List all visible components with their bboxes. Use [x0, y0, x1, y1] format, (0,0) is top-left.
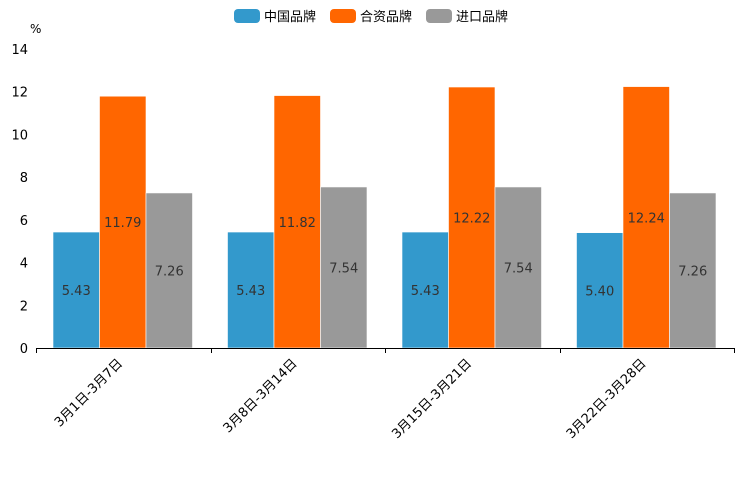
x-tick-label: 3月8日-3月14日	[221, 356, 301, 436]
x-tick-label: 3月1日-3月7日	[52, 356, 126, 430]
bar-3-4[interactable]	[669, 192, 717, 349]
y-tick-label: 10	[11, 128, 28, 143]
bar-1-4[interactable]	[576, 232, 624, 349]
x-axis: 3月1日-3月7日 3月8日-3月14日 3月15日-3月21日 3月22日-3月28…	[36, 348, 735, 442]
y-tick-label: 6	[20, 214, 28, 229]
legend-label: 合资品牌	[360, 9, 412, 25]
data-label: 7.26	[678, 264, 707, 279]
bar-group: 5.43 11.79 7.26	[52, 95, 193, 349]
x-tick-label: 3月15日-3月21日	[389, 356, 475, 442]
bar-1-1[interactable]	[52, 231, 100, 349]
bar-3-1[interactable]	[145, 192, 193, 349]
legend-swatch	[330, 9, 356, 23]
bar-group: 5.43 12.22 7.54	[401, 86, 542, 349]
data-label: 7.54	[504, 261, 533, 276]
y-axis: 0 2 4 6 8 10 12 14	[11, 43, 28, 357]
data-label: 5.43	[236, 284, 265, 299]
bar-group: 5.43 11.82 7.54	[227, 95, 368, 349]
legend-label: 中国品牌	[264, 9, 316, 25]
bar-group: 5.40 12.24 7.26	[576, 86, 717, 349]
data-label: 11.79	[104, 216, 141, 231]
data-label: 11.82	[279, 216, 316, 231]
legend-item[interactable]: 合资品牌	[330, 9, 412, 25]
y-tick-label: 2	[20, 299, 28, 314]
data-label: 5.43	[411, 284, 440, 299]
y-axis-unit-label: %	[30, 22, 41, 36]
data-label: 12.22	[453, 212, 490, 227]
y-tick-label: 14	[11, 43, 28, 58]
x-tick-label: 3月22日-3月28日	[564, 356, 650, 442]
data-label: 12.24	[628, 211, 665, 226]
data-label: 5.40	[585, 284, 614, 299]
data-label: 7.54	[329, 261, 358, 276]
legend: 中国品牌 合资品牌 进口品牌	[234, 9, 508, 25]
bar-3-2[interactable]	[320, 186, 368, 349]
bar-2-1[interactable]	[99, 95, 147, 349]
legend-item[interactable]: 中国品牌	[234, 9, 316, 25]
legend-item[interactable]: 进口品牌	[426, 9, 508, 25]
legend-swatch	[234, 9, 260, 23]
bar-2-2[interactable]	[273, 95, 321, 349]
y-tick-label: 12	[11, 86, 28, 101]
y-tick-label: 0	[20, 342, 28, 357]
bar-1-2[interactable]	[227, 231, 275, 349]
data-label: 7.26	[155, 264, 184, 279]
bars: 5.4311.797.265.4311.827.545.4312.227.545…	[52, 86, 717, 349]
data-label: 5.43	[62, 284, 91, 299]
y-tick-label: 4	[20, 257, 28, 272]
legend-label: 进口品牌	[456, 9, 508, 25]
legend-swatch	[426, 9, 452, 23]
y-tick-label: 8	[20, 171, 28, 186]
bar-2-3[interactable]	[448, 86, 496, 349]
